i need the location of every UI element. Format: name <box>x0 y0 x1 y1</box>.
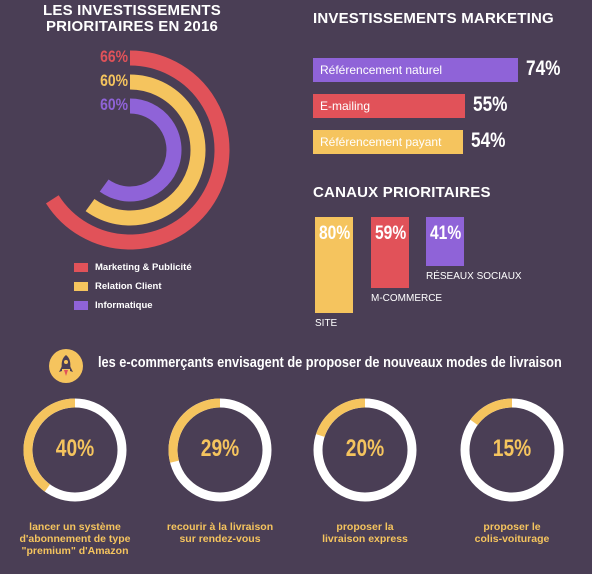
canaux-bar-2 <box>426 217 464 267</box>
gauge-caption-1: recourir à la livraison sur rendez-vous <box>166 521 274 545</box>
canaux-bar-value-2: 41% <box>430 223 462 244</box>
gauge-fill-3 <box>470 398 513 426</box>
gauge-value-2: 20% <box>345 435 385 462</box>
gauge-track-3 <box>460 398 564 502</box>
radial-value-label-0: 66% <box>100 47 128 66</box>
radial-value-label-2: 60% <box>100 95 128 114</box>
canaux-bar-label-1: M-COMMERCE <box>371 293 443 304</box>
gauge-value-3: 15% <box>492 435 532 462</box>
marketing-bar-value-1: 55% <box>473 93 508 116</box>
gauge-fill-2 <box>316 398 366 438</box>
legend-item-1: Relation Client <box>74 281 162 292</box>
marketing-bar-0: Référencement naturel <box>313 58 518 82</box>
marketing-bar-2: Référencement payant <box>313 130 463 154</box>
legend-label: Marketing & Publicité <box>95 262 192 273</box>
legend-item-0: Marketing & Publicité <box>74 262 192 273</box>
gauge-track-2 <box>313 398 417 502</box>
legend-item-2: Informatique <box>74 300 153 311</box>
canaux-bar-0 <box>315 217 353 313</box>
gauge-caption-0: lancer un système d'abonnement de type "… <box>19 521 131 557</box>
canaux-bar-label-2: RÉSEAUX SOCIAUX <box>426 271 522 282</box>
delivery-section-title: les e-commerçants envisagent de proposer… <box>98 355 562 371</box>
legend-label: Relation Client <box>95 281 162 292</box>
gauge-caption-2: proposer la livraison express <box>322 521 408 545</box>
gauge-value-0: 40% <box>55 435 95 462</box>
legend-swatch <box>74 301 88 310</box>
radial-arc-0 <box>45 50 230 250</box>
legend-swatch <box>74 263 88 272</box>
canaux-bar-1 <box>371 217 409 288</box>
radial-bar-chart <box>45 50 230 250</box>
radial-value-label-1: 60% <box>100 71 128 90</box>
gauge-value-1: 29% <box>200 435 240 462</box>
marketing-chart-title: INVESTISSEMENTS MARKETING <box>313 10 554 27</box>
legend-swatch <box>74 282 88 291</box>
marketing-bar-value-0: 74% <box>526 57 561 80</box>
canaux-chart-title: CANAUX PRIORITAIRES <box>313 184 491 201</box>
radial-chart-title: LES INVESTISSEMENTS PRIORITAIRES EN 2016 <box>43 2 221 35</box>
marketing-bar-value-2: 54% <box>470 129 506 152</box>
marketing-bar-1: E-mailing <box>313 94 466 118</box>
gauge-caption-3: proposer le colis-voiturage <box>474 521 550 545</box>
canaux-bar-label-0: SITE <box>315 318 338 329</box>
radial-arc-1 <box>85 74 206 226</box>
canaux-bar-value-0: 80% <box>319 223 351 244</box>
delivery-gauges <box>23 398 564 502</box>
gauge-fill-1 <box>168 398 221 463</box>
rocket-icon <box>49 349 83 383</box>
radial-arc-2 <box>99 98 182 202</box>
canaux-bar-value-1: 59% <box>375 223 407 244</box>
gauge-fill-0 <box>23 398 76 492</box>
legend-label: Informatique <box>95 300 153 311</box>
